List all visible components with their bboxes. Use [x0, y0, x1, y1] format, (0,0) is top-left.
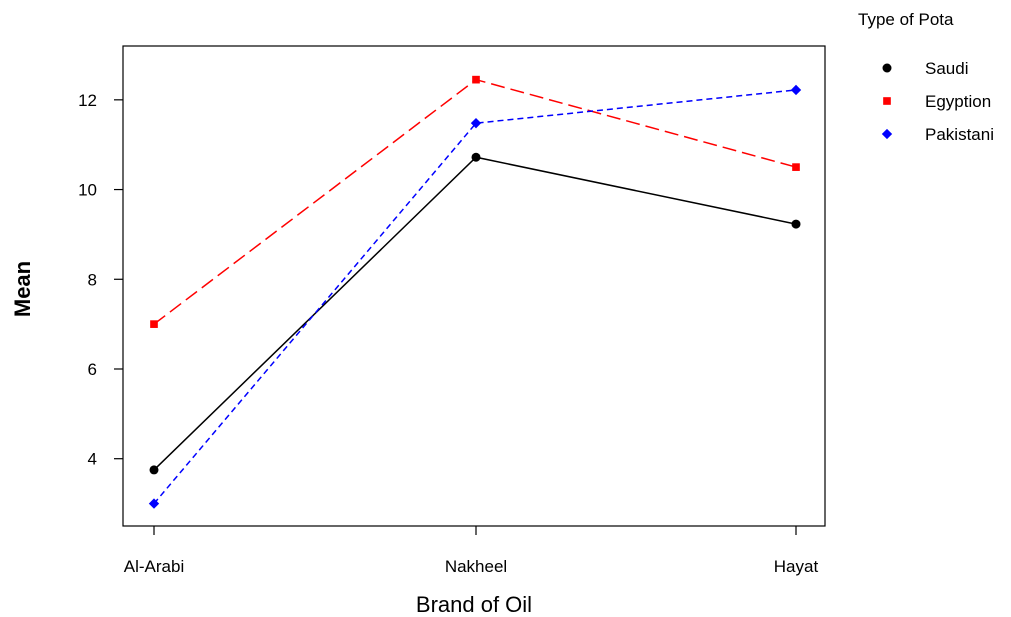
x-axis-title: Brand of Oil [416, 592, 532, 617]
series-layer [148, 75, 802, 509]
series-line-egyption [153, 78, 797, 325]
data-point-egyption [472, 75, 480, 84]
y-tick-label: 4 [88, 450, 97, 469]
y-tick-label: 12 [78, 91, 97, 110]
x-axis: Al-Arabi Nakheel Hayat [124, 526, 819, 576]
y-tick-label: 10 [78, 181, 97, 200]
y-axis: 4 6 8 10 12 [78, 91, 123, 469]
data-point-saudi [149, 465, 159, 475]
series-saudi [149, 152, 801, 475]
legend-title: Type of Pota [858, 10, 954, 29]
series-line-pakistani [153, 89, 797, 505]
y-axis-title: Mean [10, 261, 35, 317]
data-point-pakistani [148, 498, 160, 509]
series-egyption [150, 75, 800, 328]
x-tick-label: Hayat [774, 557, 819, 576]
plot-frame [122, 45, 826, 527]
series-line-saudi [153, 156, 797, 471]
y-tick-label: 8 [88, 270, 97, 289]
legend-marker-pakistani [881, 128, 893, 140]
legend-label-egyption: Egyption [925, 92, 991, 111]
legend-label-saudi: Saudi [925, 59, 968, 78]
data-point-pakistani [790, 84, 802, 96]
data-point-egyption [792, 163, 800, 171]
legend-marker-egyption [883, 97, 891, 105]
x-tick-label: Al-Arabi [124, 557, 184, 576]
data-point-pakistani [470, 117, 482, 129]
x-tick-label: Nakheel [445, 557, 507, 576]
legend: Type of Pota Saudi Egyption Pakistani [858, 10, 994, 144]
legend-marker-saudi [882, 63, 892, 73]
data-point-saudi [471, 152, 481, 162]
data-point-egyption [150, 320, 158, 328]
data-point-saudi [791, 219, 801, 229]
y-tick-label: 6 [88, 360, 97, 379]
series-pakistani [148, 84, 802, 509]
legend-label-pakistani: Pakistani [925, 125, 994, 144]
